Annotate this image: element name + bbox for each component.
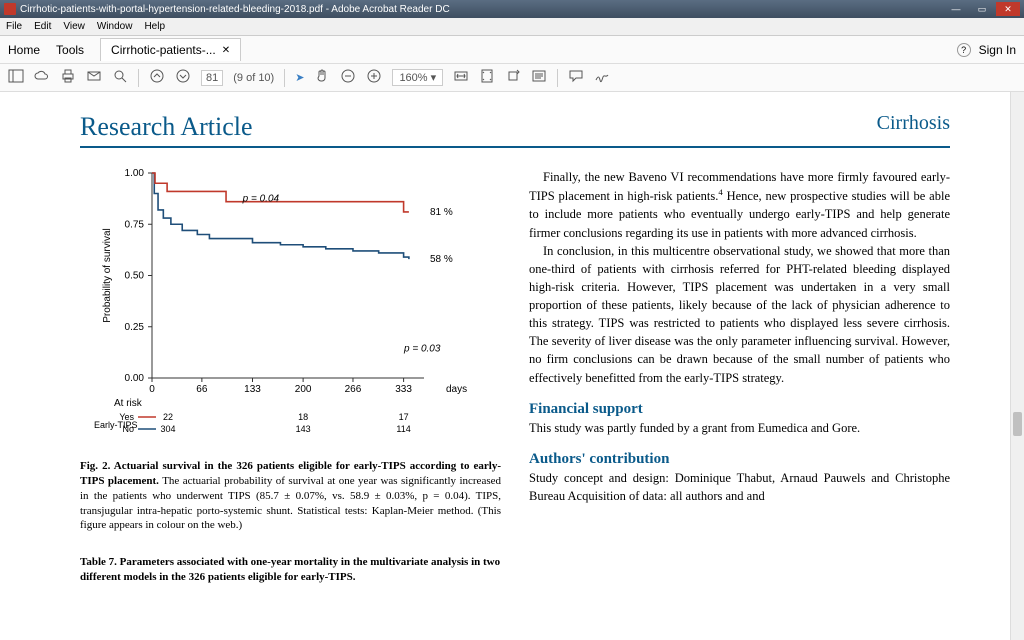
- svg-text:81 %: 81 %: [430, 207, 453, 218]
- minimize-button[interactable]: —: [944, 2, 968, 16]
- svg-text:133: 133: [244, 384, 261, 395]
- svg-text:1.00: 1.00: [125, 168, 145, 179]
- help-icon[interactable]: ?: [957, 43, 971, 57]
- print-icon[interactable]: [60, 68, 76, 87]
- svg-text:143: 143: [296, 424, 311, 434]
- svg-text:114: 114: [396, 424, 410, 434]
- svg-text:days: days: [446, 384, 467, 395]
- fit-width-icon[interactable]: [453, 68, 469, 87]
- tab-close-icon[interactable]: ✕: [222, 45, 230, 56]
- svg-text:0.00: 0.00: [125, 373, 145, 384]
- svg-text:p = 0.04: p = 0.04: [242, 194, 280, 205]
- svg-text:66: 66: [196, 384, 208, 395]
- toolbar: 81 (9 of 10) ➤ 160% ▾: [0, 64, 1024, 92]
- menu-window[interactable]: Window: [97, 21, 133, 32]
- read-mode-icon[interactable]: [531, 68, 547, 87]
- svg-text:No: No: [122, 424, 134, 434]
- mail-icon[interactable]: [86, 68, 102, 87]
- svg-text:p = 0.03: p = 0.03: [403, 343, 441, 354]
- financial-body: This study was partly funded by a grant …: [529, 419, 950, 437]
- pointer-icon[interactable]: ➤: [295, 71, 304, 84]
- zoom-out-icon[interactable]: [340, 68, 356, 87]
- search-icon[interactable]: [112, 68, 128, 87]
- zoom-in-icon[interactable]: [366, 68, 382, 87]
- comment-icon[interactable]: [568, 68, 584, 87]
- svg-text:Yes: Yes: [119, 412, 134, 422]
- chart-svg: 0.00 0.25 0.50 0.75 1.00 0 66 133 200 266 333 days P…: [94, 168, 474, 448]
- titlebar: Cirrhotic-patients-with-portal-hypertens…: [0, 0, 1024, 18]
- right-column: Finally, the new Baveno VI recommendatio…: [529, 168, 950, 584]
- svg-text:333: 333: [395, 384, 412, 395]
- close-button[interactable]: ✕: [996, 2, 1020, 16]
- svg-text:22: 22: [163, 412, 173, 422]
- app-icon: [4, 3, 16, 15]
- fit-page-icon[interactable]: [479, 68, 495, 87]
- menu-edit[interactable]: Edit: [34, 21, 51, 32]
- svg-text:200: 200: [295, 384, 312, 395]
- scrollbar-thumb[interactable]: [1013, 412, 1022, 436]
- figure-caption: Fig. 2. Actuarial survival in the 326 pa…: [80, 459, 501, 533]
- section-financial: Financial support: [529, 401, 950, 418]
- header-title: Research Article: [80, 112, 253, 142]
- page-number-input[interactable]: 81: [201, 70, 223, 86]
- document-viewport: Research Article Cirrhosis 0.000.250.500…: [0, 92, 1024, 640]
- scrollbar[interactable]: [1010, 92, 1024, 640]
- svg-text:Probability of survival: Probability of survival: [102, 228, 113, 322]
- page-down-icon[interactable]: [175, 68, 191, 87]
- tab-document[interactable]: Cirrhotic-patients-... ✕: [100, 38, 241, 61]
- rotate-icon[interactable]: [505, 68, 521, 87]
- tabbar: Home Tools Cirrhotic-patients-... ✕ ? Si…: [0, 36, 1024, 64]
- svg-text:58 %: 58 %: [430, 254, 453, 265]
- left-column: 0.00 0.25 0.50 0.75 1.00 0 66 133 200 266 333 days P…: [80, 168, 501, 584]
- menu-help[interactable]: Help: [144, 21, 165, 32]
- svg-text:0: 0: [149, 384, 155, 395]
- svg-text:At risk: At risk: [114, 398, 143, 409]
- cloud-icon[interactable]: [34, 68, 50, 87]
- zoom-select[interactable]: 160% ▾: [392, 69, 443, 86]
- page: Research Article Cirrhosis 0.000.250.500…: [0, 92, 1010, 640]
- signin-link[interactable]: Sign In: [979, 43, 1016, 57]
- svg-text:18: 18: [298, 412, 308, 422]
- page-total: (9 of 10): [233, 72, 274, 84]
- survival-chart: 0.00 0.25 0.50 0.75 1.00 0 66 133 200 266 333 days P…: [94, 168, 501, 451]
- menubar: File Edit View Window Help: [0, 18, 1024, 36]
- svg-text:0.50: 0.50: [125, 271, 145, 282]
- svg-text:304: 304: [160, 424, 175, 434]
- svg-text:266: 266: [345, 384, 362, 395]
- page-header: Research Article Cirrhosis: [80, 112, 950, 148]
- svg-text:0.25: 0.25: [125, 322, 145, 333]
- tab-home[interactable]: Home: [8, 43, 40, 57]
- svg-text:17: 17: [399, 412, 409, 422]
- window-title: Cirrhotic-patients-with-portal-hypertens…: [20, 4, 944, 15]
- menu-file[interactable]: File: [6, 21, 22, 32]
- menu-view[interactable]: View: [63, 21, 85, 32]
- authors-body: Study concept and design: Dominique Thab…: [529, 469, 950, 505]
- sidebar-toggle-icon[interactable]: [8, 68, 24, 87]
- section-authors: Authors' contribution: [529, 451, 950, 468]
- table-caption: Table 7. Parameters associated with one-…: [80, 555, 501, 584]
- tab-document-label: Cirrhotic-patients-...: [111, 43, 216, 57]
- header-topic: Cirrhosis: [877, 112, 950, 142]
- sign-icon[interactable]: [594, 68, 610, 87]
- tab-tools[interactable]: Tools: [56, 43, 84, 57]
- hand-icon[interactable]: [314, 68, 330, 87]
- page-up-icon[interactable]: [149, 68, 165, 87]
- body-paragraphs: Finally, the new Baveno VI recommendatio…: [529, 168, 950, 387]
- maximize-button[interactable]: ▭: [970, 2, 994, 16]
- svg-text:0.75: 0.75: [125, 219, 145, 230]
